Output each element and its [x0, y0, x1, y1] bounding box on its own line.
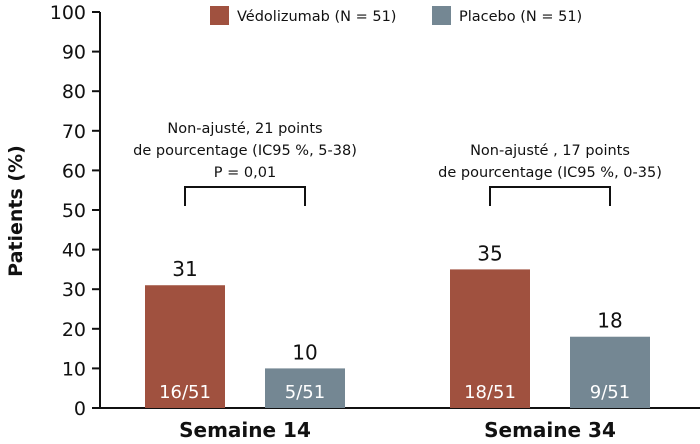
legend-label: Placebo (N = 51) [459, 9, 582, 25]
y-tick-label: 100 [50, 2, 86, 24]
legend-swatch [432, 6, 451, 25]
y-axis-label: Patients (%) [5, 145, 27, 277]
y-ticks: 0 10 20 30 40 50 60 70 80 90 100 [50, 2, 100, 420]
comparison-bracket [184, 186, 306, 206]
annotations: Non-ajusté, 21 points de pourcentage (IC9… [133, 121, 662, 206]
bar [265, 368, 345, 408]
bar-value-label: 18 [597, 309, 622, 333]
x-category-label: Semaine 14 [179, 418, 311, 442]
x-category-label: Semaine 34 [484, 418, 616, 442]
y-tick-label: 10 [62, 358, 86, 380]
y-tick-label: 60 [62, 160, 86, 182]
bar-fraction-label: 18/51 [464, 382, 516, 403]
y-tick-label: 0 [74, 398, 86, 420]
annotation-line: Non-ajusté , 17 points [470, 143, 630, 159]
x-categories: Semaine 14 Semaine 34 [179, 418, 616, 442]
y-tick-label: 80 [62, 81, 86, 103]
bar [145, 285, 225, 408]
y-tick-label: 30 [62, 279, 86, 301]
bar-fraction-label: 16/51 [159, 382, 211, 403]
legend-label: Védolizumab (N = 51) [237, 9, 396, 25]
legend-swatch [210, 6, 229, 25]
y-tick-label: 50 [62, 200, 86, 222]
legend: Védolizumab (N = 51) Placebo (N = 51) [210, 6, 582, 25]
annotation-line: de pourcentage (IC95 %, 0-35) [438, 165, 662, 181]
bars: 31 16/51 35 18/51 10 5/51 18 9/51 [145, 241, 650, 408]
bar [450, 269, 530, 408]
bar-value-label: 31 [172, 257, 197, 281]
y-tick-label: 70 [62, 121, 86, 143]
bar-value-label: 35 [477, 241, 502, 265]
annotation-line: Non-ajusté, 21 points [167, 121, 322, 137]
bar-fraction-label: 9/51 [590, 382, 630, 403]
y-tick-label: 90 [62, 42, 86, 64]
bar [570, 336, 650, 408]
bar-fraction-label: 5/51 [285, 382, 325, 403]
annotation-line: de pourcentage (IC95 %, 5-38) [133, 143, 357, 159]
comparison-bracket [489, 186, 611, 206]
annotation-line: P = 0,01 [214, 165, 276, 181]
bar-value-label: 10 [292, 340, 317, 364]
y-tick-label: 20 [62, 319, 86, 341]
y-tick-label: 40 [62, 240, 86, 262]
